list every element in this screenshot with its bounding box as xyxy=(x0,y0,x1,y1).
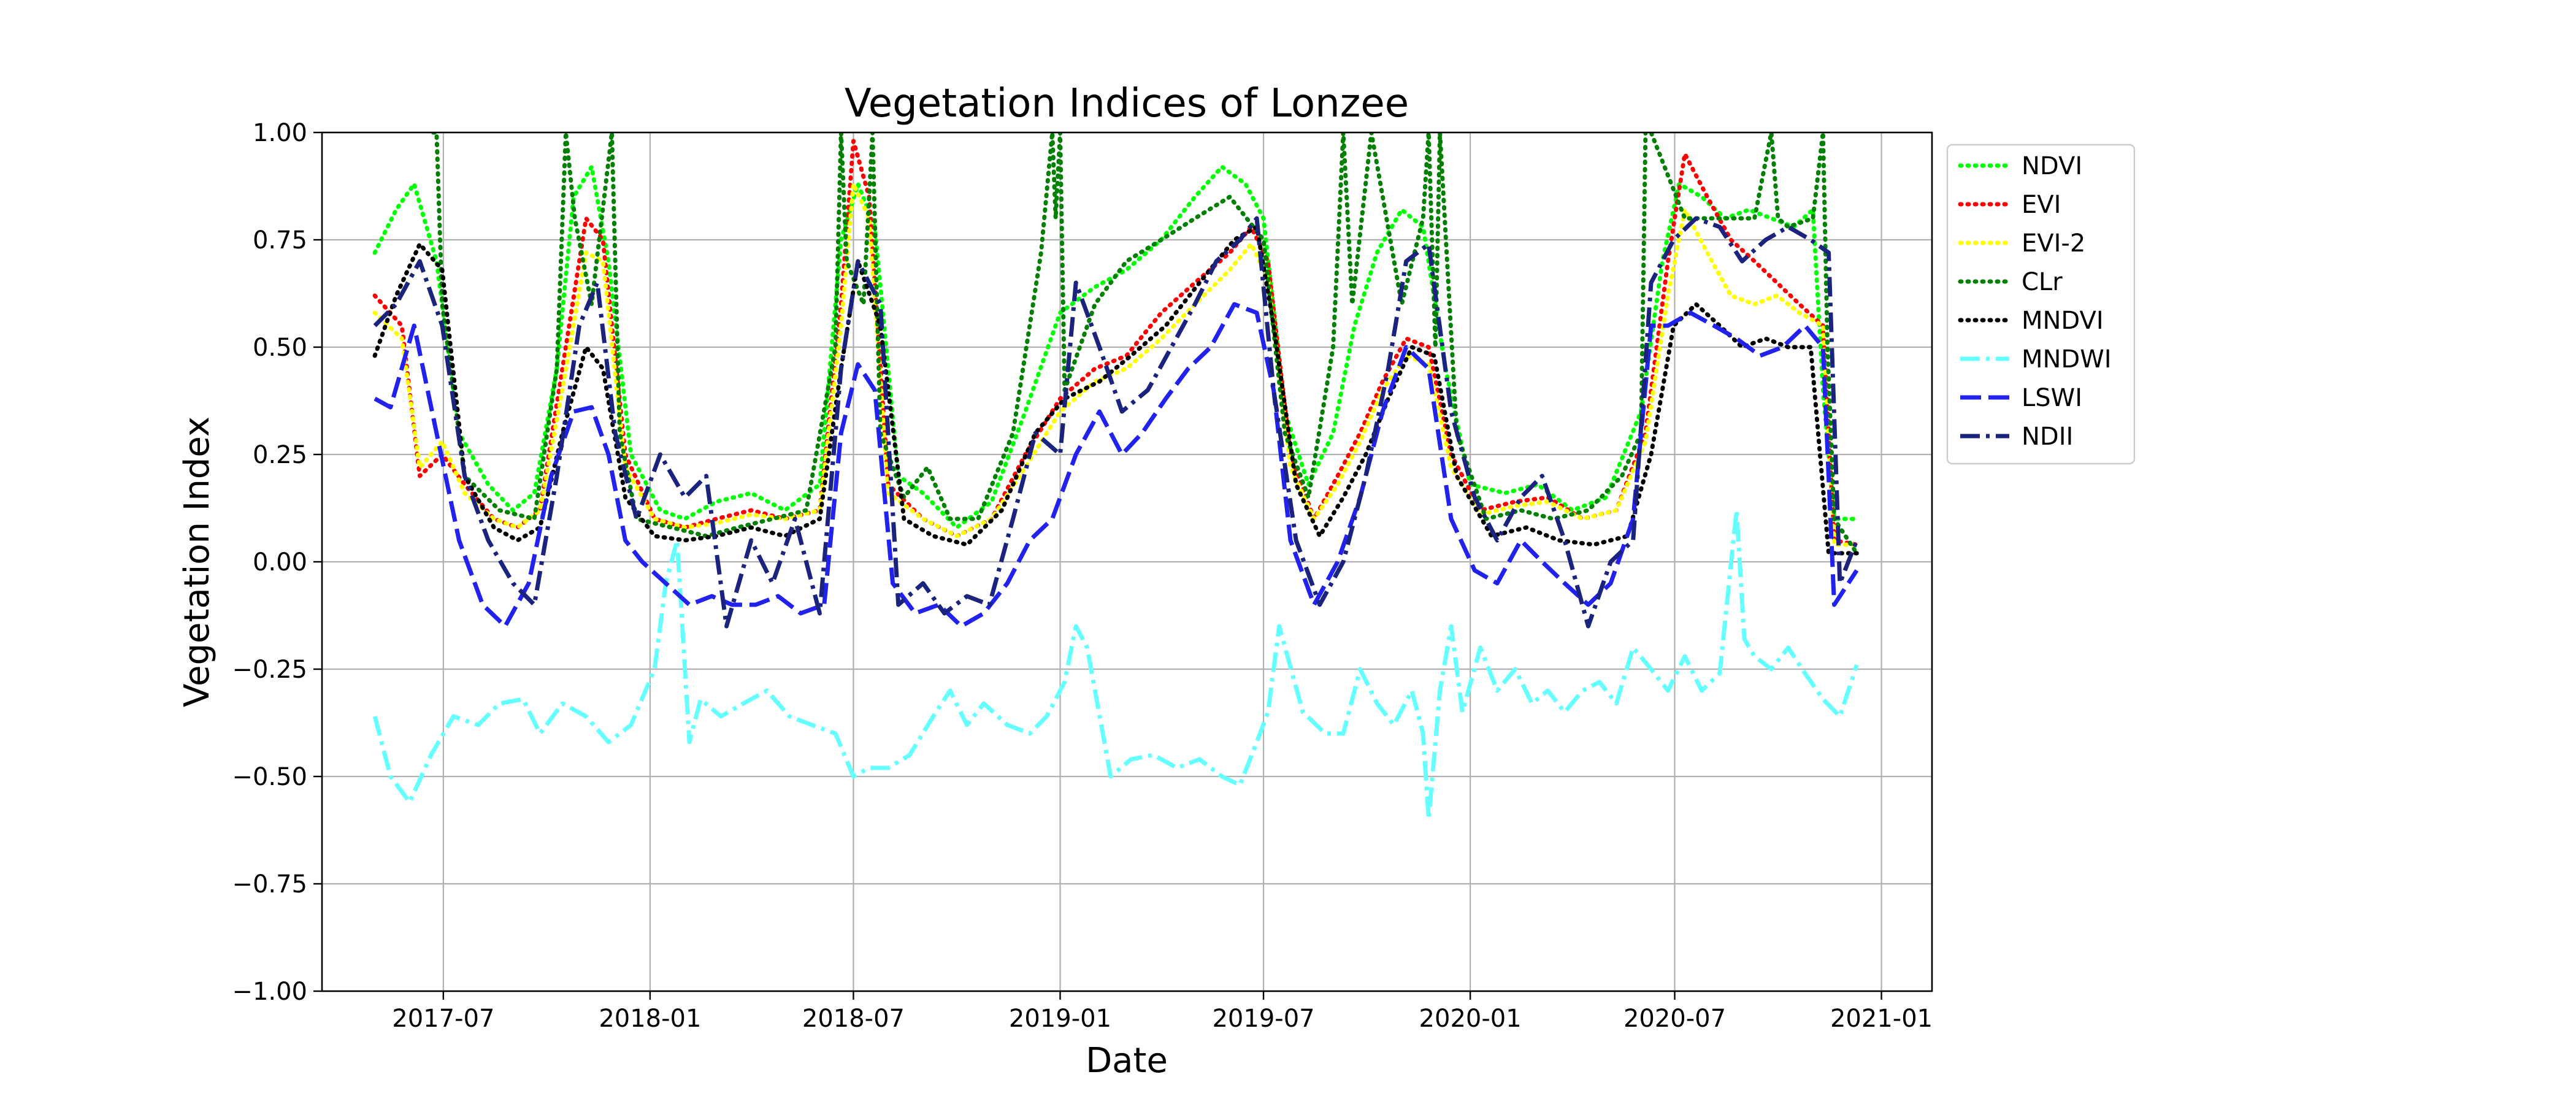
x-tick-label: 2021-01 xyxy=(1830,1005,1933,1033)
series-line-ndvi xyxy=(372,164,1859,530)
y-tick-label: −0.50 xyxy=(232,763,307,791)
x-axis-title: Date xyxy=(1086,1041,1168,1081)
x-tick-label: 2018-07 xyxy=(802,1005,905,1033)
x-tick-label: 2018-01 xyxy=(599,1005,701,1033)
chart-title: Vegetation Indices of Lonzee xyxy=(845,81,1409,126)
series-lines xyxy=(372,132,1859,822)
y-tick-label: −1.00 xyxy=(232,978,307,1006)
x-tick-label: 2019-07 xyxy=(1212,1005,1314,1033)
x-tick-label: 2020-01 xyxy=(1419,1005,1522,1033)
y-tick-label: −0.75 xyxy=(232,870,307,899)
y-tick-label: 0.75 xyxy=(253,226,307,255)
legend-label-evi: EVI xyxy=(2022,191,2061,219)
legend-label-mndwi: MNDWI xyxy=(2022,345,2112,374)
y-tick-label: 0.25 xyxy=(253,441,307,469)
legend-label-lswi: LSWI xyxy=(2022,384,2082,412)
series-line-ndii xyxy=(373,216,1859,629)
x-tick-label: 2020-07 xyxy=(1623,1005,1726,1033)
legend-label-evi-2: EVI-2 xyxy=(2022,229,2085,258)
legend-frame xyxy=(1946,144,2136,465)
y-tick-label: 1.00 xyxy=(253,119,307,147)
series-line-evi-2 xyxy=(372,182,1859,547)
legend: NDVI EVI EVI-2 CLr MNDVI MNDWI LSWI NDII xyxy=(1946,144,2136,465)
x-axis-ticks: 2017-07 2018-01 2018-07 2019-01 2019-07 2020-… xyxy=(392,991,1933,1033)
legend-label-ndvi: NDVI xyxy=(2022,152,2082,180)
y-axis-ticks: 1.00 0.75 0.50 0.25 0.00 −0.25 −0.50 −0.75 −1.00 xyxy=(232,119,322,1006)
x-tick-label: 2019-01 xyxy=(1009,1005,1111,1033)
y-tick-label: 0.00 xyxy=(253,548,307,577)
legend-label-mndvi: MNDVI xyxy=(2022,307,2104,335)
y-axis-title: Vegetation Index xyxy=(177,416,217,707)
series-line-evi xyxy=(372,139,1859,547)
series-line-mndwi xyxy=(372,508,1859,822)
legend-label-ndii: NDII xyxy=(2022,423,2073,451)
series-line-mndvi xyxy=(372,224,1859,556)
legend-label-clr: CLr xyxy=(2022,268,2063,296)
y-tick-label: −0.25 xyxy=(232,656,307,684)
x-tick-label: 2017-07 xyxy=(392,1005,494,1033)
y-tick-label: 0.50 xyxy=(253,334,307,362)
